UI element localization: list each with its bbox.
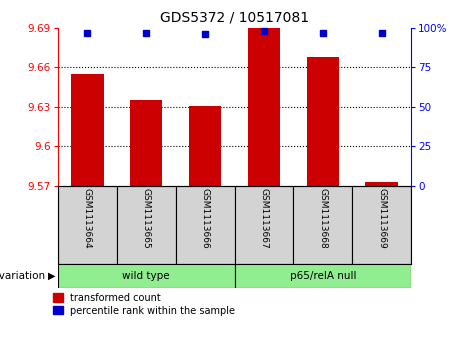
- Bar: [58, 186, 117, 264]
- Text: GSM1113667: GSM1113667: [260, 188, 268, 249]
- Bar: [235, 186, 293, 264]
- Text: wild type: wild type: [123, 271, 170, 281]
- Bar: [307, 57, 339, 186]
- Bar: [235, 264, 411, 288]
- Bar: [189, 106, 221, 186]
- Text: ▶: ▶: [48, 271, 56, 281]
- Bar: [176, 186, 235, 264]
- Text: p65/relA null: p65/relA null: [290, 271, 356, 281]
- Text: GSM1113668: GSM1113668: [318, 188, 327, 249]
- Text: genotype/variation: genotype/variation: [0, 271, 49, 281]
- Text: GSM1113669: GSM1113669: [377, 188, 386, 249]
- Bar: [366, 182, 398, 186]
- Bar: [293, 186, 352, 264]
- Bar: [117, 186, 176, 264]
- Bar: [130, 101, 162, 186]
- Legend: transformed count, percentile rank within the sample: transformed count, percentile rank withi…: [53, 293, 236, 316]
- Text: GSM1113665: GSM1113665: [142, 188, 151, 249]
- Bar: [71, 74, 104, 186]
- Text: GSM1113666: GSM1113666: [201, 188, 210, 249]
- Bar: [352, 186, 411, 264]
- Text: GSM1113664: GSM1113664: [83, 188, 92, 249]
- Title: GDS5372 / 10517081: GDS5372 / 10517081: [160, 10, 309, 24]
- Bar: [58, 264, 235, 288]
- Bar: [248, 28, 280, 186]
